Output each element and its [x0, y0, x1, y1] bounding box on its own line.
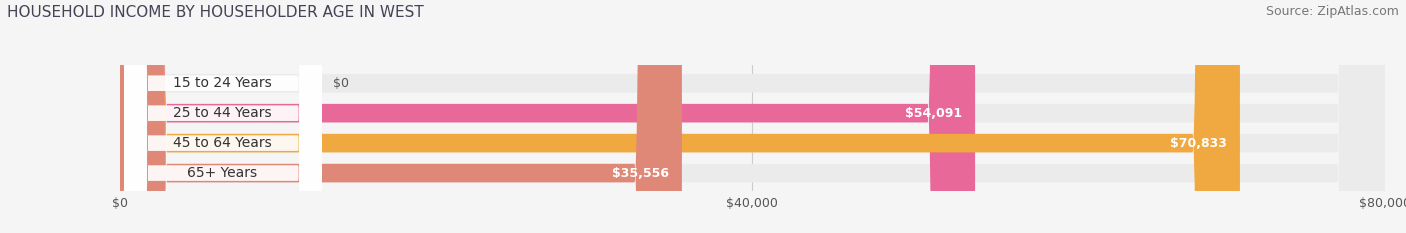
- Text: Source: ZipAtlas.com: Source: ZipAtlas.com: [1265, 5, 1399, 18]
- FancyBboxPatch shape: [124, 0, 322, 233]
- Text: $0: $0: [333, 77, 349, 90]
- FancyBboxPatch shape: [124, 0, 322, 233]
- FancyBboxPatch shape: [120, 0, 1385, 233]
- Text: HOUSEHOLD INCOME BY HOUSEHOLDER AGE IN WEST: HOUSEHOLD INCOME BY HOUSEHOLDER AGE IN W…: [7, 5, 423, 20]
- Text: 25 to 44 Years: 25 to 44 Years: [173, 106, 271, 120]
- Text: 15 to 24 Years: 15 to 24 Years: [173, 76, 271, 90]
- FancyBboxPatch shape: [124, 0, 322, 233]
- Text: $54,091: $54,091: [905, 107, 963, 120]
- FancyBboxPatch shape: [124, 0, 322, 233]
- FancyBboxPatch shape: [120, 0, 1385, 233]
- Text: $70,833: $70,833: [1170, 137, 1227, 150]
- Text: 45 to 64 Years: 45 to 64 Years: [173, 136, 271, 150]
- Text: 65+ Years: 65+ Years: [187, 166, 257, 180]
- Text: $35,556: $35,556: [612, 167, 669, 180]
- FancyBboxPatch shape: [120, 0, 976, 233]
- FancyBboxPatch shape: [120, 0, 1240, 233]
- FancyBboxPatch shape: [120, 0, 1385, 233]
- FancyBboxPatch shape: [120, 0, 682, 233]
- FancyBboxPatch shape: [120, 0, 1385, 233]
